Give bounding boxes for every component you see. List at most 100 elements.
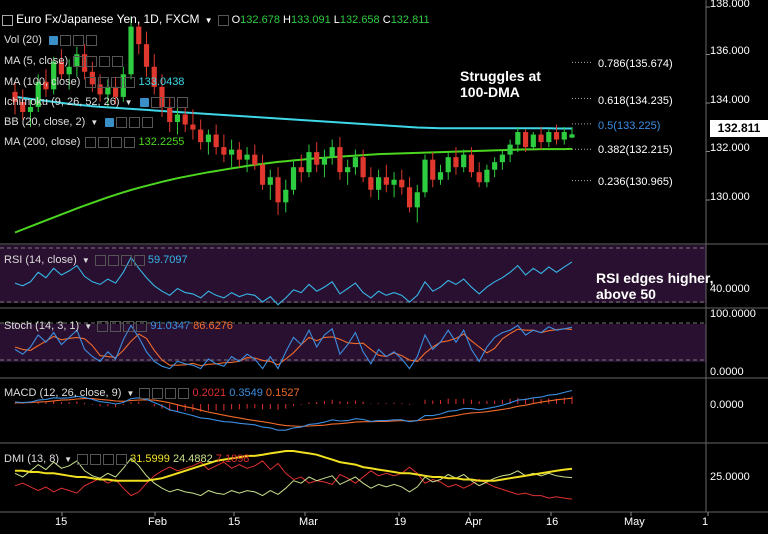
plus-icon[interactable] [163,96,175,108]
candle-body [252,154,258,165]
plus-icon[interactable] [111,136,123,148]
settings-icon[interactable] [150,96,162,108]
candle-body [360,157,366,178]
chevron-down-icon[interactable]: ▼ [126,389,135,398]
close-icon[interactable] [142,116,154,128]
chevron-down-icon[interactable]: ▼ [204,16,213,25]
candle-body [461,154,467,168]
candle-body [329,147,335,158]
legend-ma100[interactable]: MA (100, close) 133.0438 [4,76,184,88]
chevron-down-icon[interactable]: ▼ [124,98,133,107]
close-icon[interactable] [133,254,145,266]
candle-body [105,86,111,95]
eye-icon[interactable] [105,117,115,127]
candle-body [522,132,529,148]
chevron-down-icon[interactable]: ▼ [90,118,99,127]
close-icon[interactable] [85,34,97,46]
settings-icon[interactable] [152,387,164,399]
legend-vol[interactable]: Vol (20) [4,34,97,46]
eye-icon[interactable] [217,14,229,26]
close-icon[interactable] [136,320,148,332]
legend-macd[interactable]: MACD (12, 26, close, 9) ▼ 0.2021 0.3549 … [4,387,300,399]
annotation-rsi: RSI edges higher, above 50 [596,270,714,302]
legend-ma5-label: MA (5, close) [4,55,69,67]
chevron-down-icon[interactable]: ▼ [81,256,90,265]
candle-body [82,54,88,72]
candle-body [275,177,281,203]
candle-body [120,74,126,97]
menu-icon[interactable] [2,14,13,26]
fib-label-0382: 0.382(132.215) [598,144,673,156]
close-icon[interactable] [116,453,128,465]
fib-label-0786: 0.786(135.674) [598,58,673,70]
settings-icon[interactable] [86,55,98,67]
close-icon[interactable] [124,76,136,88]
symbol-header[interactable]: Euro Fx/Japanese Yen, 1D, FXCM ▼ O132.67… [2,12,430,26]
candle-body [453,157,459,168]
legend-macd-line: 0.3549 [229,387,263,399]
legend-ma5[interactable]: MA (5, close) [4,55,124,67]
eye-icon[interactable] [97,320,109,332]
chevron-down-icon[interactable]: ▼ [84,322,93,331]
eye-icon[interactable] [77,453,89,465]
close-icon[interactable] [124,136,136,148]
close-icon[interactable] [176,96,188,108]
close-icon[interactable] [178,387,190,399]
candle-body [43,81,49,90]
eye-icon[interactable] [139,97,149,107]
candle-body [267,177,273,185]
legend-rsi[interactable]: RSI (14, close) ▼ 59.7097 [4,254,188,266]
candle-body [229,149,235,155]
x-tick-16: 16 [546,516,559,528]
plus-icon[interactable] [165,387,177,399]
candle-body [538,134,544,143]
plus-icon[interactable] [129,116,141,128]
plus-icon[interactable] [72,34,84,46]
plus-icon[interactable] [123,320,135,332]
settings-icon[interactable] [59,34,71,46]
settings-icon[interactable] [98,136,110,148]
plus-icon[interactable] [103,453,115,465]
eye-icon[interactable] [48,35,58,45]
plus-icon[interactable] [111,76,123,88]
ohlc-low: 132.658 [339,14,380,26]
legend-dmi[interactable]: DMI (13, 8) ▼ 31.5999 24.4882 7.1898 [4,453,249,465]
candle-body [51,61,57,90]
settings-icon[interactable] [98,76,110,88]
candle-body [136,26,142,45]
settings-icon[interactable] [90,453,102,465]
legend-ichimoku[interactable]: Ichimoku (9, 26, 52, 26) ▼ [4,96,188,108]
legend-stoch-d: 86.6276 [193,320,233,332]
x-tick-feb: Feb [148,516,167,528]
plus-icon[interactable] [99,55,111,67]
chevron-down-icon[interactable]: ▼ [64,455,72,464]
candle-body [143,44,150,67]
eye-icon[interactable] [94,254,106,266]
candle-body [244,154,250,160]
close-icon[interactable] [112,55,124,67]
legend-ma200[interactable]: MA (200, close) 132.2255 [4,136,184,148]
candle-body [484,169,490,183]
legend-ma200-label: MA (200, close) [4,136,81,148]
legend-bb[interactable]: BB (20, close, 2) ▼ [4,116,154,128]
ma100-line [14,95,572,130]
eye-icon[interactable] [139,387,151,399]
settings-icon[interactable] [107,254,119,266]
legend-bb-label: BB (20, close, 2) [4,116,86,128]
eye-icon[interactable] [85,76,97,88]
price-tick-136: 136.000 [710,45,750,57]
legend-ichimoku-label: Ichimoku (9, 26, 52, 26) [4,96,120,108]
settings-icon[interactable] [110,320,122,332]
macd-tick: 0.0000 [710,399,744,411]
plus-icon[interactable] [120,254,132,266]
legend-stoch[interactable]: Stoch (14, 3, 1) ▼ 91.0347 86.6276 [4,320,233,332]
candle-body [306,152,312,173]
macd-line [14,389,573,431]
eye-icon[interactable] [85,136,97,148]
candle-body [167,106,173,122]
eye-icon[interactable] [73,55,85,67]
candle-body [553,132,560,140]
settings-icon[interactable] [116,116,128,128]
candle-body [314,152,320,165]
